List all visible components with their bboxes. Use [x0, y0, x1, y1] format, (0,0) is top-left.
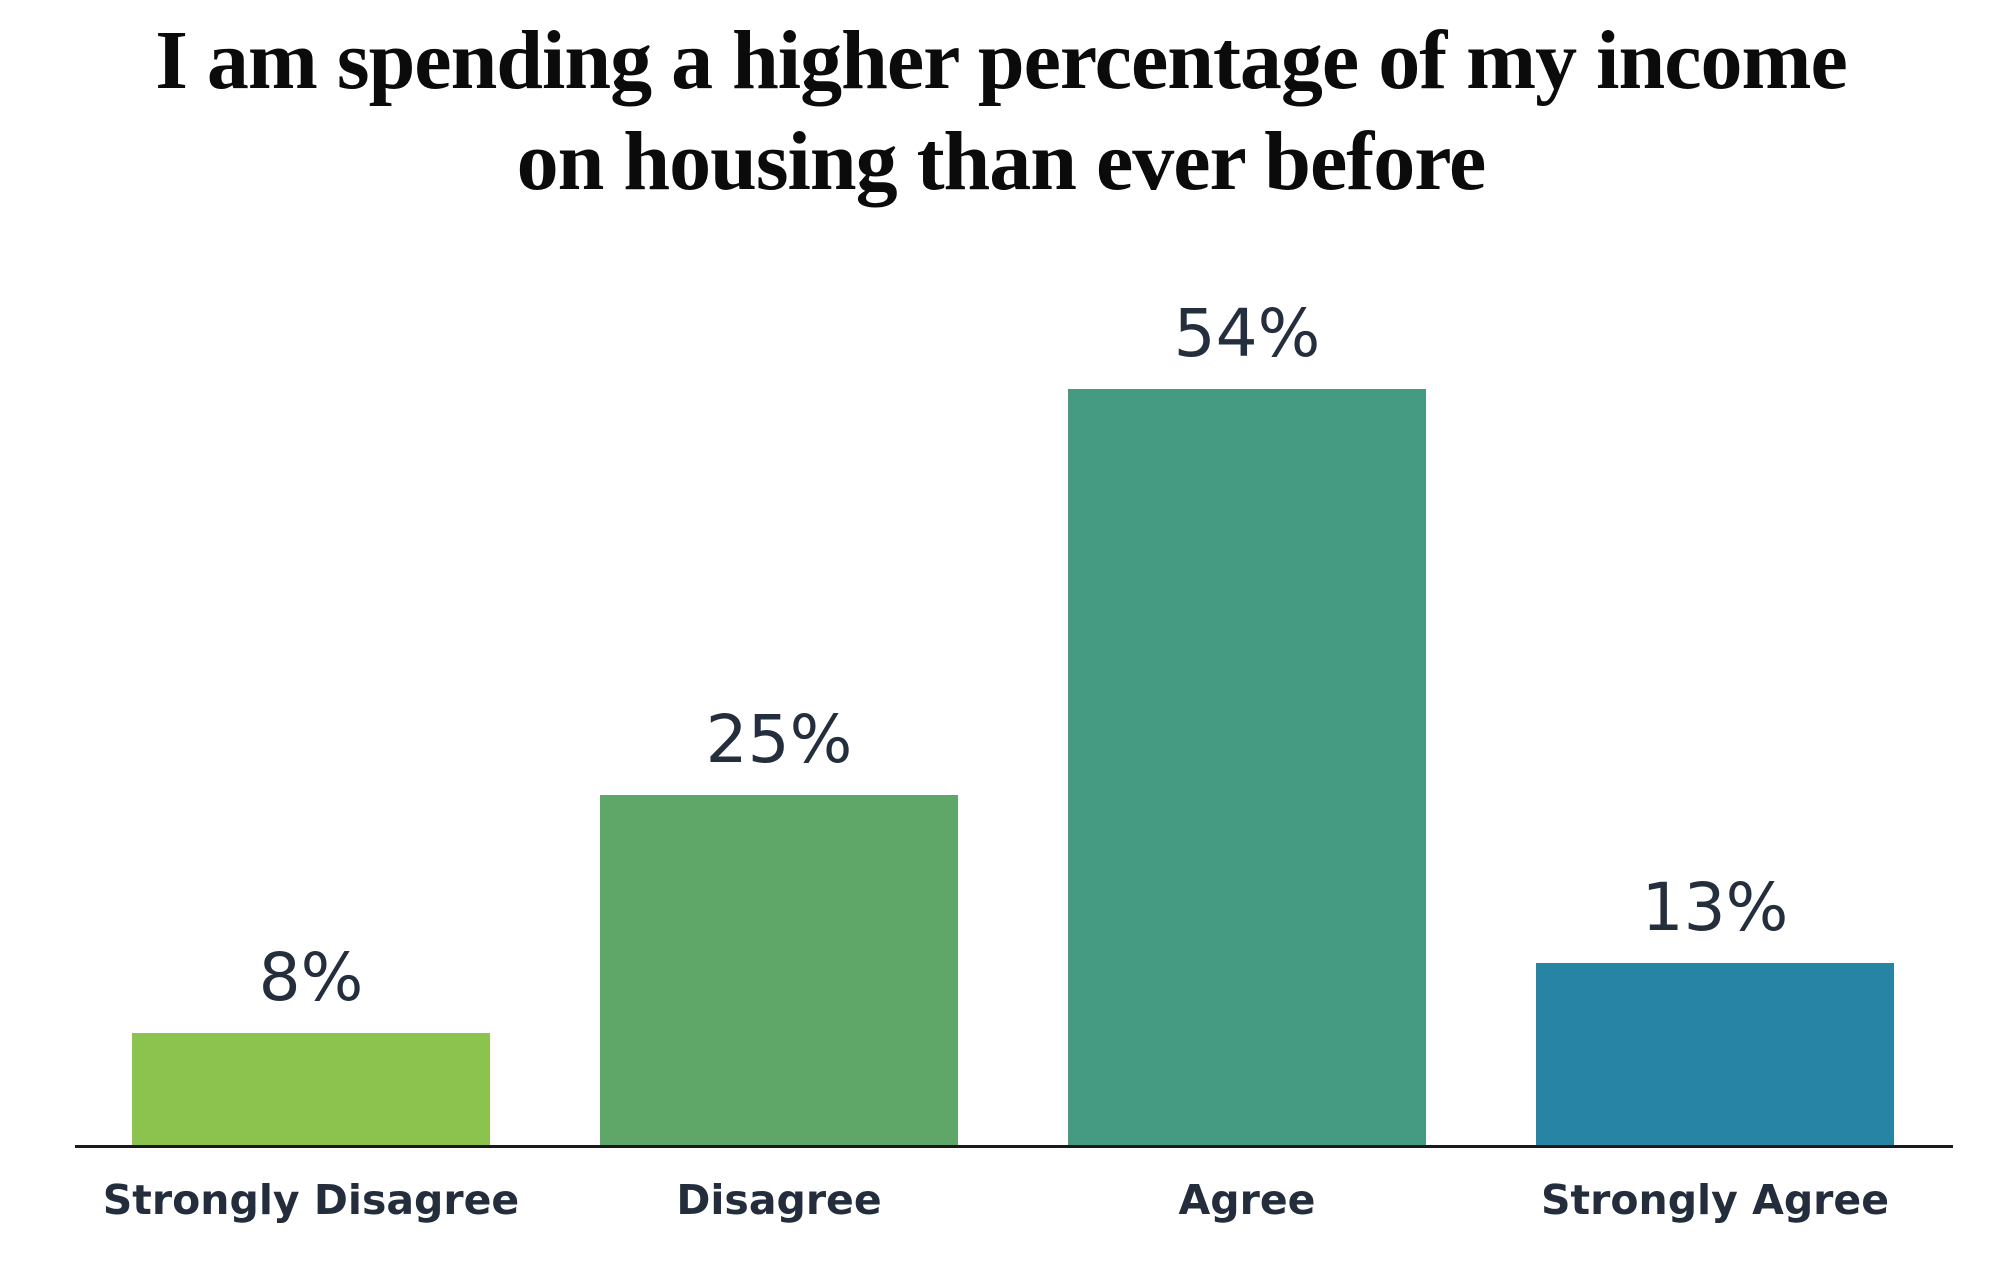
bar-value-label-agree: 54%: [1173, 295, 1321, 372]
x-axis-label-strongly-agree: Strongly Agree: [1540, 1176, 1890, 1224]
chart-title: I am spending a higher percentage of my …: [0, 10, 2002, 212]
bar-disagree: [600, 795, 958, 1145]
bar-agree: [1068, 389, 1426, 1145]
x-axis-line: [75, 1145, 1953, 1148]
x-axis-label-agree: Agree: [1178, 1176, 1316, 1224]
x-axis-label-disagree: Disagree: [676, 1176, 882, 1224]
bar-strongly-disagree: [132, 1033, 490, 1145]
chart-title-line-2: on housing than ever before: [516, 115, 1487, 208]
x-axis-label-strongly-disagree: Strongly Disagree: [102, 1176, 520, 1224]
bar-value-label-strongly-agree: 13%: [1641, 869, 1789, 946]
bar-strongly-agree: [1536, 963, 1894, 1145]
bar-value-label-disagree: 25%: [705, 701, 853, 778]
chart-title-line-1: I am spending a higher percentage of my …: [155, 14, 1848, 107]
bar-value-label-strongly-disagree: 8%: [258, 939, 364, 1016]
